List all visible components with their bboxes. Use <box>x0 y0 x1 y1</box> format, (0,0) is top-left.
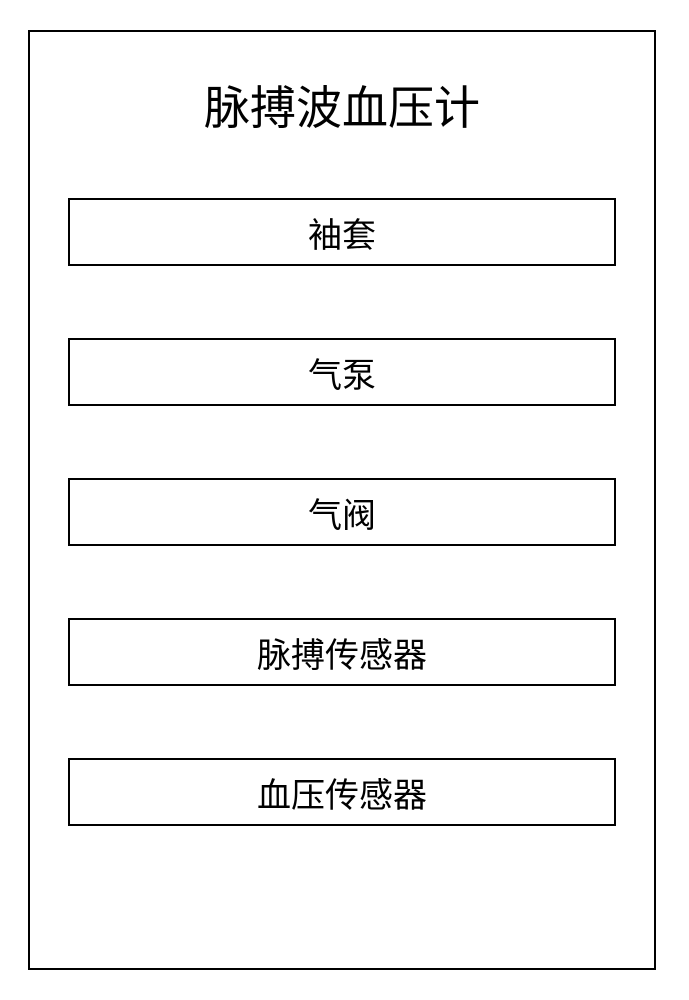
component-label: 气泵 <box>308 348 376 397</box>
component-box-pulse-sensor: 脉搏传感器 <box>68 618 616 686</box>
component-box-pump: 气泵 <box>68 338 616 406</box>
component-box-valve: 气阀 <box>68 478 616 546</box>
component-label: 袖套 <box>308 208 376 257</box>
component-box-bp-sensor: 血压传感器 <box>68 758 616 826</box>
component-label: 气阀 <box>308 488 376 537</box>
component-label: 血压传感器 <box>257 768 427 817</box>
component-box-cuff: 袖套 <box>68 198 616 266</box>
diagram-title: 脉搏波血压计 <box>204 72 480 138</box>
diagram-container: 脉搏波血压计 袖套 气泵 气阀 脉搏传感器 血压传感器 <box>28 30 656 970</box>
component-label: 脉搏传感器 <box>257 628 427 677</box>
